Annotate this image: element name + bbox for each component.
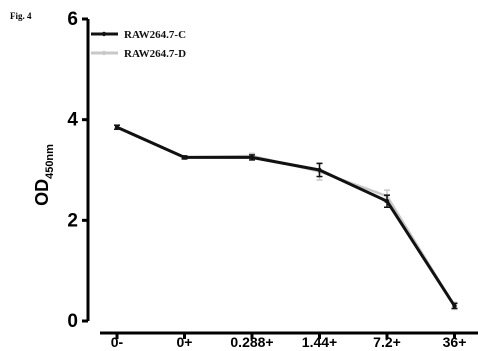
- legend-marker: [101, 50, 107, 56]
- y-tick-label: 4: [67, 110, 78, 131]
- legend-label: RAW264.7-C: [124, 29, 186, 41]
- data-point: [182, 155, 187, 160]
- figure-label: Fig. 4: [10, 11, 32, 21]
- data-point: [249, 155, 255, 160]
- y-axis-title: OD450nm: [32, 144, 56, 206]
- series-layer: [114, 124, 458, 311]
- legend: RAW264.7-C RAW264.7-D: [91, 29, 186, 60]
- y-axis-label: OD450nm: [32, 144, 56, 206]
- y-tick-label: 2: [67, 210, 78, 231]
- x-tick-label: 36+: [443, 334, 467, 350]
- y-axis-title-main: OD: [32, 179, 52, 206]
- series-line: [116, 126, 456, 307]
- legend-marker: [101, 31, 107, 37]
- x-tick-label: 7.2+: [373, 334, 401, 350]
- data-point: [114, 125, 120, 130]
- series-line: [116, 125, 456, 307]
- data-point: [317, 167, 322, 173]
- y-axis-title-subscript: 450nm: [44, 144, 56, 179]
- y-tick-label: 0: [67, 311, 78, 332]
- x-tick-label: 0-: [111, 334, 124, 350]
- series-RAW264.7-C: [114, 124, 458, 310]
- series-RAW264.7-D: [114, 124, 458, 311]
- x-tick-label: 0+: [177, 334, 193, 350]
- legend-label: RAW264.7-D: [124, 48, 186, 60]
- x-tick-label: 0.288+: [230, 334, 273, 350]
- axes: 0 2 4 6 0- 0+ 0.288+ 1.44+ 7.2+ 36+: [67, 9, 478, 350]
- data-point: [384, 199, 390, 204]
- y-tick-label: 6: [67, 9, 78, 30]
- data-point: [452, 303, 457, 309]
- x-tick-label: 1.44+: [302, 334, 337, 350]
